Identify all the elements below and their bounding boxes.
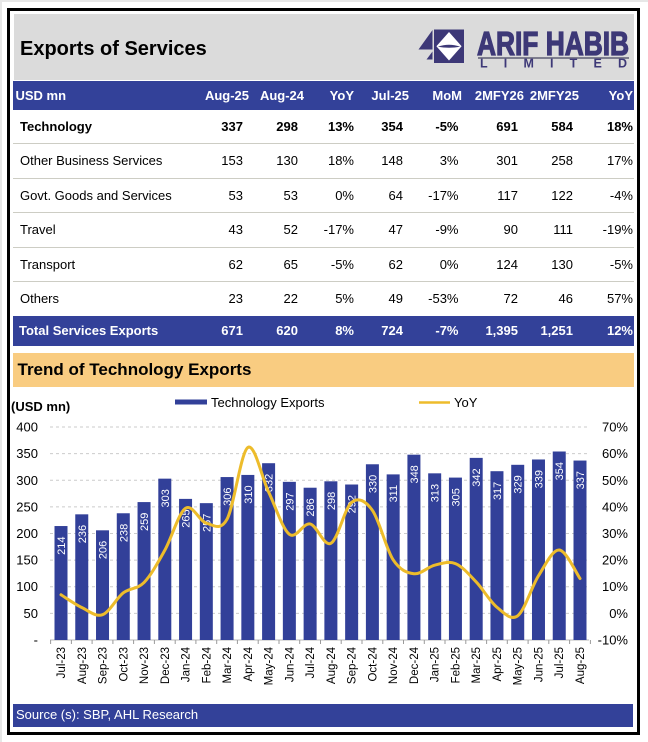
svg-text:Dec-24: Dec-24 (409, 646, 421, 684)
svg-text:206: 206 (98, 541, 110, 559)
svg-text:200: 200 (16, 526, 38, 541)
svg-text:Jun-24: Jun-24 (284, 646, 296, 682)
svg-text:330: 330 (367, 475, 379, 493)
svg-text:298: 298 (326, 492, 338, 510)
svg-text:Feb-25: Feb-25 (450, 647, 462, 683)
svg-text:100: 100 (16, 579, 38, 594)
svg-text:Jun-25: Jun-25 (533, 647, 545, 682)
svg-text:YoY: YoY (454, 395, 478, 410)
svg-text:400: 400 (16, 420, 38, 435)
svg-text:Jul-24: Jul-24 (305, 646, 317, 678)
svg-text:Apr-25: Apr-25 (492, 647, 504, 682)
svg-text:Aug-24: Aug-24 (326, 646, 338, 684)
svg-text:Jan-24: Jan-24 (181, 646, 193, 682)
svg-text:337: 337 (575, 471, 587, 489)
svg-text:Dec-23: Dec-23 (160, 647, 172, 684)
svg-text:305: 305 (450, 488, 462, 506)
svg-text:317: 317 (492, 482, 504, 500)
svg-text:250: 250 (16, 499, 38, 514)
svg-text:Aug-25: Aug-25 (575, 647, 587, 684)
svg-text:310: 310 (243, 485, 255, 503)
svg-text:70%: 70% (602, 420, 628, 435)
svg-text:May-24: May-24 (264, 646, 276, 685)
svg-text:303: 303 (160, 489, 172, 507)
svg-text:Sep-24: Sep-24 (347, 646, 359, 684)
svg-text:329: 329 (513, 475, 525, 493)
svg-text:297: 297 (284, 492, 296, 510)
svg-text:Jul-23: Jul-23 (56, 647, 68, 678)
svg-text:(USD mn): (USD mn) (11, 399, 70, 414)
svg-text:Mar-25: Mar-25 (471, 647, 483, 683)
svg-text:306: 306 (222, 488, 234, 506)
svg-text:60%: 60% (602, 446, 628, 461)
svg-text:236: 236 (77, 525, 89, 543)
svg-text:238: 238 (118, 524, 130, 542)
svg-text:50: 50 (24, 606, 38, 621)
svg-text:May-25: May-25 (513, 647, 525, 685)
svg-text:10%: 10% (602, 579, 628, 594)
svg-text:-: - (34, 633, 38, 648)
svg-text:Feb-24: Feb-24 (201, 646, 213, 683)
svg-text:Oct-24: Oct-24 (367, 646, 379, 681)
svg-text:ARIF HABIB: ARIF HABIB (477, 27, 629, 62)
svg-text:Oct-23: Oct-23 (118, 647, 130, 682)
svg-text:50%: 50% (602, 473, 628, 488)
svg-text:214: 214 (56, 537, 68, 555)
svg-text:348: 348 (409, 465, 421, 483)
svg-text:20%: 20% (602, 553, 628, 568)
svg-text:Aug-23: Aug-23 (77, 647, 89, 684)
svg-text:313: 313 (430, 484, 442, 502)
svg-text:Nov-23: Nov-23 (139, 647, 151, 684)
svg-text:30%: 30% (602, 526, 628, 541)
svg-text:342: 342 (471, 468, 483, 486)
svg-text:350: 350 (16, 446, 38, 461)
svg-text:-10%: -10% (598, 633, 629, 648)
svg-text:Nov-24: Nov-24 (388, 646, 400, 684)
svg-text:Jan-25: Jan-25 (430, 647, 442, 682)
svg-text:Technology Exports: Technology Exports (211, 395, 325, 410)
svg-text:Apr-24: Apr-24 (243, 646, 255, 681)
svg-text:286: 286 (305, 498, 317, 516)
svg-text:150: 150 (16, 553, 38, 568)
svg-text:259: 259 (139, 513, 151, 531)
svg-text:354: 354 (554, 462, 566, 480)
svg-text:Mar-24: Mar-24 (222, 646, 234, 683)
svg-text:0%: 0% (609, 606, 628, 621)
svg-text:300: 300 (16, 473, 38, 488)
svg-text:Sep-23: Sep-23 (98, 647, 110, 684)
svg-text:Jul-25: Jul-25 (554, 647, 566, 678)
svg-text:339: 339 (533, 470, 545, 488)
svg-text:311: 311 (388, 485, 400, 503)
svg-text:265: 265 (181, 509, 193, 527)
svg-text:40%: 40% (602, 499, 628, 514)
